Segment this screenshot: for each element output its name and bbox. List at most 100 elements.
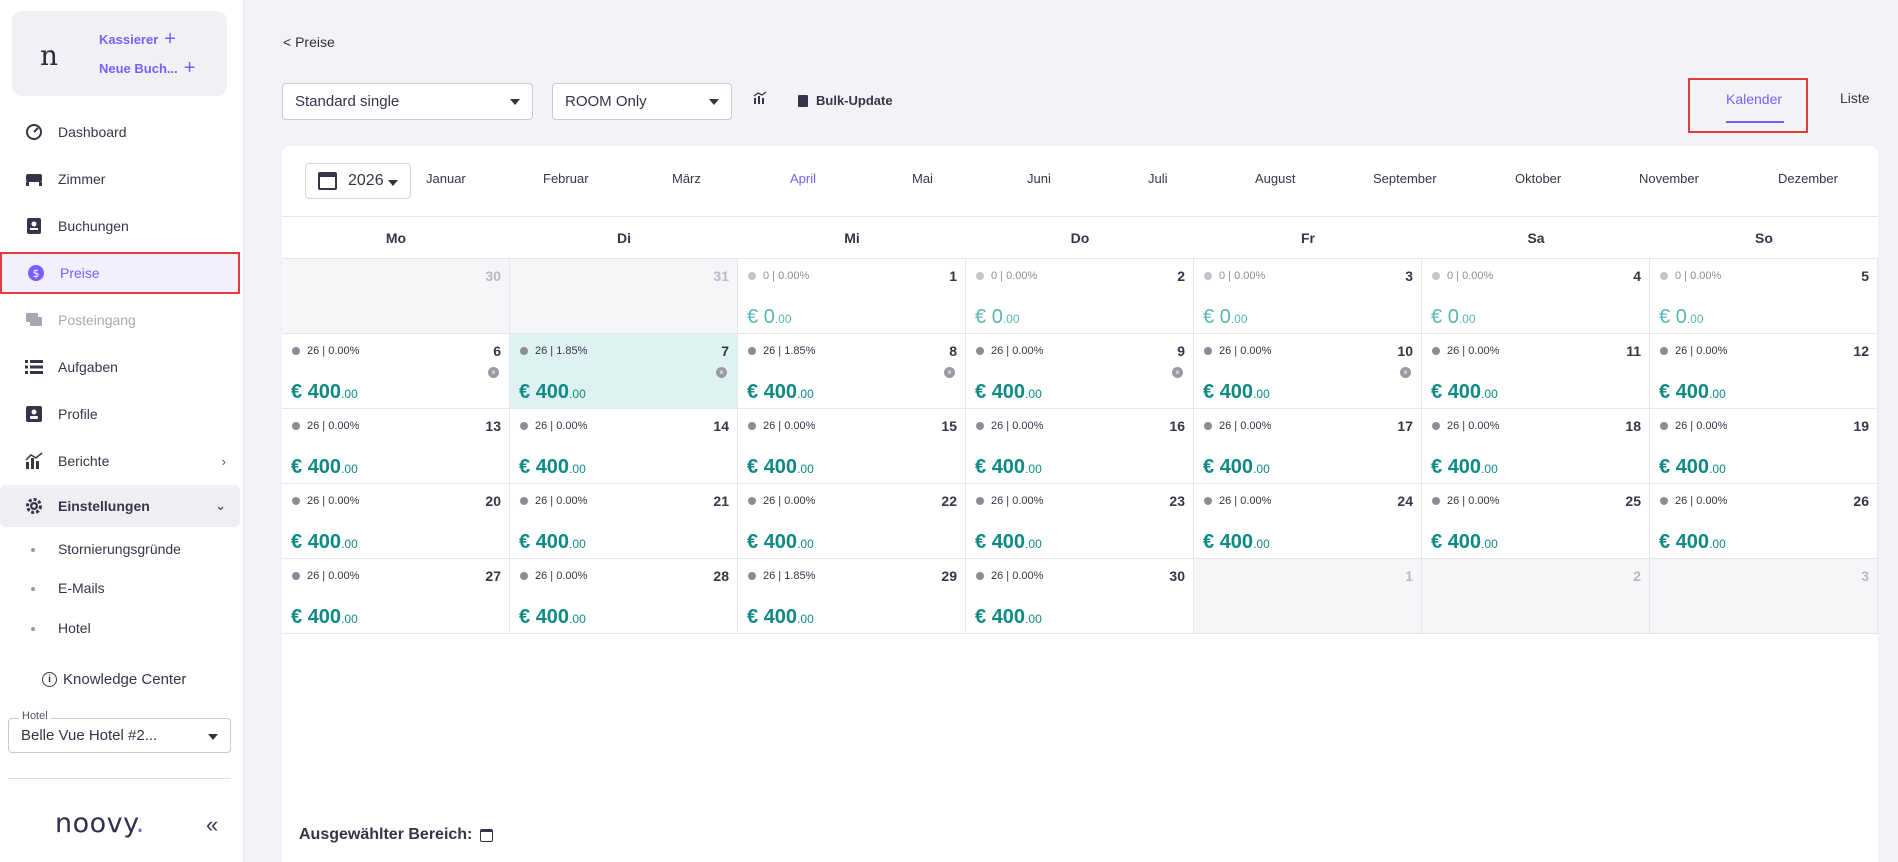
calendar-day-cell[interactable]: 18 26 | 0.00% € 400.00	[1422, 409, 1650, 484]
calendar-day-cell[interactable]: 15 26 | 0.00% € 400.00	[738, 409, 966, 484]
status-dot-icon	[748, 422, 756, 430]
sidebar-item-profile[interactable]: Profile	[0, 393, 240, 435]
close-circle-icon[interactable]: ×	[1172, 367, 1183, 378]
sidebar-item-zimmer[interactable]: Zimmer	[0, 158, 240, 200]
calendar-day-cell[interactable]: 11 26 | 0.00% € 400.00	[1422, 334, 1650, 409]
calendar-day-cell[interactable]: 30 26 | 0.00% € 400.00	[966, 559, 1194, 634]
month-tab-januar[interactable]: Januar	[426, 171, 466, 186]
sidebar-item-dashboard[interactable]: Dashboard	[0, 111, 240, 153]
currency-symbol: €	[1431, 456, 1443, 478]
knowledge-center-link[interactable]: i Knowledge Center	[42, 671, 186, 688]
tab-kalender[interactable]: Kalender	[1688, 78, 1808, 133]
rate-plan-select[interactable]: ROOM Only	[552, 83, 732, 120]
day-number: 30	[485, 268, 501, 284]
collapse-sidebar-icon[interactable]: «	[206, 812, 219, 837]
calendar-day-cell[interactable]: 12 26 | 0.00% € 400.00	[1650, 334, 1878, 409]
back-link[interactable]: < Preise	[283, 34, 335, 50]
calendar-day-cell[interactable]: 8 26 | 1.85% € 400.00 ×	[738, 334, 966, 409]
close-circle-icon[interactable]: ×	[1400, 367, 1411, 378]
month-tab-juli[interactable]: Juli	[1148, 171, 1168, 186]
status-dot-icon	[976, 497, 984, 505]
price-amount: 400	[535, 606, 570, 628]
calendar-day-cell[interactable]: 27 26 | 0.00% € 400.00	[282, 559, 510, 634]
currency-symbol: €	[291, 381, 303, 403]
calendar-day-cell[interactable]: 24 26 | 0.00% € 400.00	[1194, 484, 1422, 559]
price-amount: 400	[1675, 531, 1710, 553]
sidebar-item-buchungen[interactable]: Buchungen	[0, 205, 240, 247]
status-dot-icon	[1432, 422, 1440, 430]
sidebar-subitem-emails[interactable]: E-Mails	[0, 573, 240, 605]
month-tab-april[interactable]: April	[790, 171, 817, 186]
calendar-day-cell[interactable]: 17 26 | 0.00% € 400.00	[1194, 409, 1422, 484]
sidebar-subitem-stornierungsgruende[interactable]: Stornierungsgründe	[0, 534, 240, 566]
calendar-day-cell[interactable]: 1 0 | 0.00% € 0.00	[738, 259, 966, 334]
year-select[interactable]: 2026	[305, 163, 411, 199]
calendar-day-cell[interactable]: 25 26 | 0.00% € 400.00	[1422, 484, 1650, 559]
cashier-button[interactable]: Kassierer +	[99, 29, 176, 49]
close-circle-icon[interactable]: ×	[488, 367, 499, 378]
calendar-day-cell[interactable]: 3	[1650, 559, 1878, 634]
price-cents: .00	[1025, 462, 1042, 476]
calendar-day-cell[interactable]: 13 26 | 0.00% € 400.00	[282, 409, 510, 484]
room-type-select[interactable]: Standard single	[282, 83, 533, 120]
occupancy-info: 26 | 0.00%	[292, 420, 359, 432]
calendar-icon[interactable]	[480, 828, 494, 842]
day-number: 15	[941, 418, 957, 434]
calendar-day-cell[interactable]: 3 0 | 0.00% € 0.00	[1194, 259, 1422, 334]
sidebar-item-aufgaben[interactable]: Aufgaben	[0, 346, 240, 388]
calendar-day-cell[interactable]: 5 0 | 0.00% € 0.00	[1650, 259, 1878, 334]
statistics-button[interactable]	[753, 91, 767, 108]
sidebar-item-preise[interactable]: $ Preise	[0, 252, 240, 294]
calendar-day-cell[interactable]: 2	[1422, 559, 1650, 634]
calendar-day-cell[interactable]: 20 26 | 0.00% € 400.00	[282, 484, 510, 559]
calendar-day-cell[interactable]: 21 26 | 0.00% € 400.00	[510, 484, 738, 559]
hotel-select[interactable]: Hotel Belle Vue Hotel #2...	[8, 710, 231, 753]
price-cents: .00	[341, 462, 358, 476]
bulk-update-button[interactable]: Bulk-Update	[798, 93, 893, 108]
month-tab-august[interactable]: August	[1255, 171, 1296, 186]
calendar-day-cell[interactable]: 6 26 | 0.00% € 400.00 ×	[282, 334, 510, 409]
month-tab-maerz[interactable]: März	[672, 171, 701, 186]
month-tab-dezember[interactable]: Dezember	[1778, 171, 1838, 186]
price-amount: 400	[307, 456, 342, 478]
calendar-day-cell[interactable]: 2 0 | 0.00% € 0.00	[966, 259, 1194, 334]
month-tab-mai[interactable]: Mai	[912, 171, 933, 186]
price-cents: .00	[569, 462, 586, 476]
occupancy-info: 26 | 0.00%	[292, 495, 359, 507]
calendar-day-cell[interactable]: 28 26 | 0.00% € 400.00	[510, 559, 738, 634]
month-tab-februar[interactable]: Februar	[543, 171, 589, 186]
sidebar-item-posteingang[interactable]: Posteingang	[0, 299, 240, 341]
calendar-day-cell[interactable]: 16 26 | 0.00% € 400.00	[966, 409, 1194, 484]
calendar-day-cell[interactable]: 1	[1194, 559, 1422, 634]
calendar-day-cell[interactable]: 26 26 | 0.00% € 400.00	[1650, 484, 1878, 559]
close-circle-icon[interactable]: ×	[716, 367, 727, 378]
sidebar-subitem-hotel[interactable]: Hotel	[0, 613, 240, 645]
month-tab-oktober[interactable]: Oktober	[1515, 171, 1562, 186]
brand-mark: n	[40, 39, 59, 72]
day-number: 29	[941, 568, 957, 584]
new-booking-button[interactable]: Neue Buch... +	[99, 58, 195, 78]
calendar-day-cell[interactable]: 19 26 | 0.00% € 400.00	[1650, 409, 1878, 484]
calendar-day-cell[interactable]: 23 26 | 0.00% € 400.00	[966, 484, 1194, 559]
close-circle-icon[interactable]: ×	[944, 367, 955, 378]
calendar-day-cell[interactable]: 22 26 | 0.00% € 400.00	[738, 484, 966, 559]
tab-liste[interactable]: Liste	[1840, 90, 1870, 106]
calendar-day-cell[interactable]: 7 26 | 1.85% € 400.00 ×	[510, 334, 738, 409]
calendar-day-cell[interactable]: 30	[282, 259, 510, 334]
calendar-day-cell[interactable]: 9 26 | 0.00% € 400.00 ×	[966, 334, 1194, 409]
month-tab-juni[interactable]: Juni	[1027, 171, 1051, 186]
calendar-panel: 2026 Januar Februar März April Mai Juni …	[282, 146, 1878, 862]
calendar-day-cell[interactable]: 4 0 | 0.00% € 0.00	[1422, 259, 1650, 334]
day-number: 22	[941, 493, 957, 509]
calendar-day-cell[interactable]: 29 26 | 1.85% € 400.00	[738, 559, 966, 634]
calendar-day-cell[interactable]: 31	[510, 259, 738, 334]
sidebar-item-berichte[interactable]: Berichte ›	[0, 440, 240, 482]
occupancy-info: 26 | 0.00%	[1660, 420, 1727, 432]
price-value: € 0.00	[975, 306, 1020, 329]
month-tab-november[interactable]: November	[1639, 171, 1699, 186]
calendar-day-cell[interactable]: 14 26 | 0.00% € 400.00	[510, 409, 738, 484]
month-tab-september[interactable]: September	[1373, 171, 1437, 186]
price-value: € 400.00	[1203, 456, 1270, 479]
calendar-day-cell[interactable]: 10 26 | 0.00% € 400.00 ×	[1194, 334, 1422, 409]
sidebar-item-einstellungen[interactable]: Einstellungen ⌄	[0, 485, 240, 527]
